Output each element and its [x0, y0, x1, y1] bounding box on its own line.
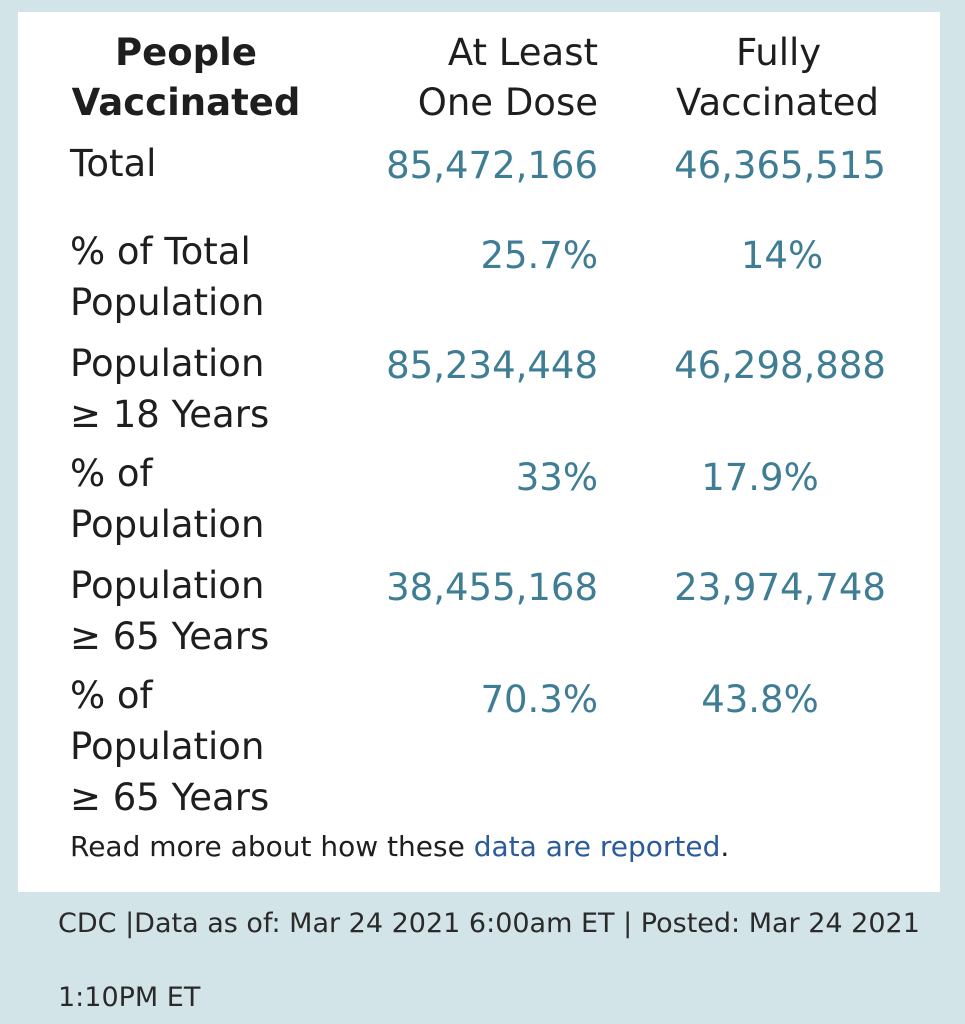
row-total-fully: 46,365,515	[674, 144, 886, 187]
row-pct-pop-18-fully: 17.9%	[701, 456, 819, 499]
row-pct-pop-18-one-dose: 33%	[515, 456, 598, 499]
row-pct-pop-65-fully: 43.8%	[701, 678, 819, 721]
row-pop-18-fully: 46,298,888	[674, 344, 886, 387]
row-pct-total-fully: 14%	[740, 234, 824, 277]
read-more-note: Read more about how these data are repor…	[70, 830, 730, 863]
row-total-one-dose: 85,472,166	[386, 144, 598, 187]
row-label-total: Total	[70, 142, 157, 185]
row-pop-18-one-dose: 85,234,448	[386, 344, 598, 387]
row-pct-total-one-dose: 25.7%	[480, 234, 598, 277]
footer-posted-time: 1:10PM ET	[58, 982, 201, 1013]
row-label-pop-65: Population ≥ 65 Years	[70, 564, 270, 658]
row-label-pop-18: Population ≥ 18 Years	[70, 342, 270, 436]
row-label-pct-pop-18: % of Population	[70, 452, 265, 546]
footer-data-as-of: CDC |Data as of: Mar 24 2021 6:00am ET |…	[58, 908, 920, 939]
row-pop-65-fully: 23,974,748	[674, 566, 886, 609]
header-fully-vaccinated: Fully Vaccinated	[676, 31, 879, 124]
header-people-vaccinated: People Vaccinated	[71, 31, 301, 124]
data-reported-link[interactable]: data are reported	[473, 830, 721, 863]
row-pop-65-one-dose: 38,455,168	[386, 566, 598, 609]
row-pct-pop-65-one-dose: 70.3%	[480, 678, 598, 721]
header-at-least-one-dose: At Least One Dose	[417, 31, 598, 124]
vaccination-card: People Vaccinated At Least One Dose Full…	[18, 12, 940, 892]
row-label-pct-total: % of Total Population	[70, 230, 265, 324]
row-label-pct-pop-65: % of Population ≥ 65 Years	[70, 674, 270, 819]
